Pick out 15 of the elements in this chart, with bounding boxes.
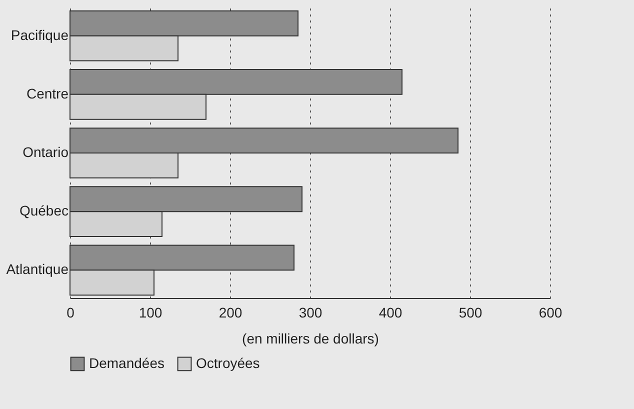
x-tick-label: 0 [66, 304, 75, 320]
x-tick-label: 500 [458, 304, 482, 320]
y-tick-label: Ontario [22, 144, 69, 160]
y-tick-label: Centre [26, 85, 69, 102]
y-tick-label: Atlantique [6, 261, 69, 278]
y-tick-label: Québec [19, 202, 68, 219]
x-tick-label: 200 [218, 304, 242, 320]
legend-label: Octroyées [196, 354, 260, 371]
x-tick-label: 400 [378, 304, 402, 320]
x-tick-label: 300 [298, 304, 322, 320]
legend-label: Demandées [89, 354, 164, 371]
x-tick-label: 100 [138, 304, 162, 320]
y-tick-label: Pacifique [10, 26, 69, 43]
x-tick-label: 600 [538, 304, 562, 320]
x-axis-title: (en milliers de dollars) [242, 330, 379, 346]
